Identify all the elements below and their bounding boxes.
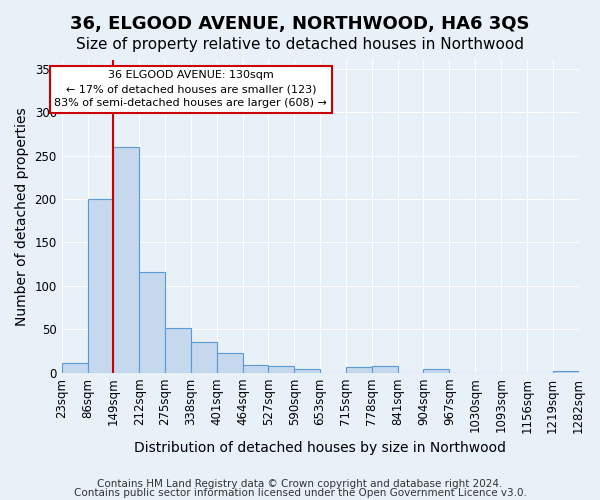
- Bar: [268, 366, 294, 372]
- Bar: [88, 199, 113, 372]
- Bar: [165, 328, 191, 372]
- Bar: [191, 342, 217, 372]
- Text: Contains HM Land Registry data © Crown copyright and database right 2024.: Contains HM Land Registry data © Crown c…: [97, 479, 503, 489]
- Bar: [113, 147, 139, 372]
- X-axis label: Distribution of detached houses by size in Northwood: Distribution of detached houses by size …: [134, 441, 506, 455]
- Text: Contains public sector information licensed under the Open Government Licence v3: Contains public sector information licen…: [74, 488, 526, 498]
- Bar: [372, 366, 398, 372]
- Bar: [217, 352, 242, 372]
- Y-axis label: Number of detached properties: Number of detached properties: [15, 107, 29, 326]
- Bar: [294, 369, 320, 372]
- Bar: [139, 272, 165, 372]
- Bar: [62, 363, 88, 372]
- Bar: [553, 371, 578, 372]
- Bar: [424, 369, 449, 372]
- Text: 36 ELGOOD AVENUE: 130sqm
← 17% of detached houses are smaller (123)
83% of semi-: 36 ELGOOD AVENUE: 130sqm ← 17% of detach…: [55, 70, 328, 108]
- Text: 36, ELGOOD AVENUE, NORTHWOOD, HA6 3QS: 36, ELGOOD AVENUE, NORTHWOOD, HA6 3QS: [70, 15, 530, 33]
- Bar: [242, 365, 268, 372]
- Bar: [346, 366, 372, 372]
- Text: Size of property relative to detached houses in Northwood: Size of property relative to detached ho…: [76, 38, 524, 52]
